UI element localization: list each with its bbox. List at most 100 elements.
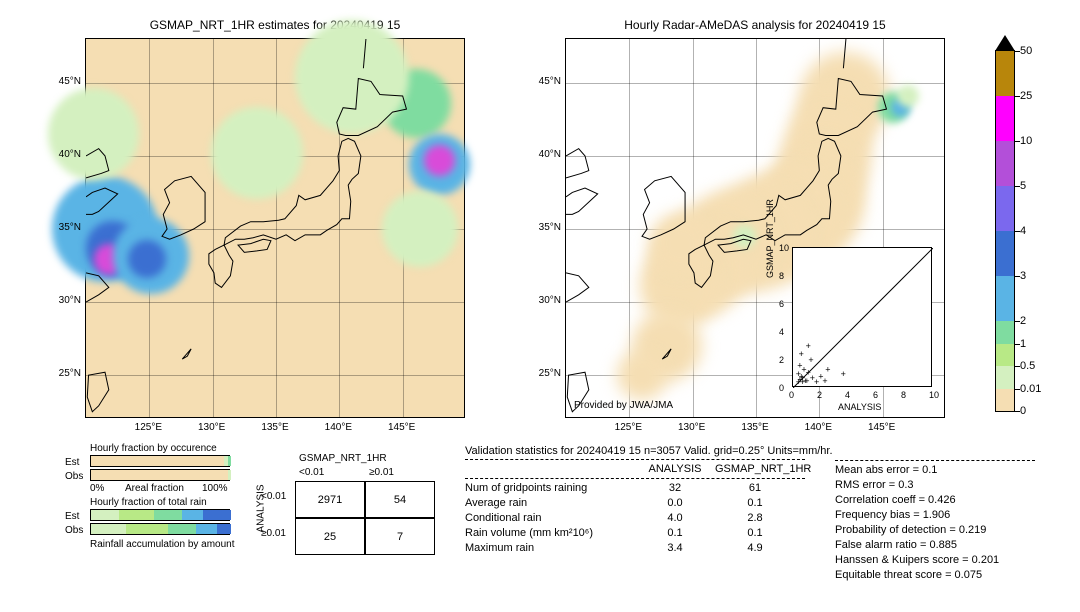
metrics-row: Hanssen & Kuipers score = 0.201 [835,554,1035,566]
ct-row-ge: ≥0.01 [261,528,286,539]
y-tick-label: 40°N [531,149,561,160]
y-tick-label: 30°N [51,295,81,306]
stats-col1-header: ANALYSIS [635,463,715,475]
svg-text:+: + [841,369,846,379]
stats-row-label: Maximum rain [465,542,635,554]
ct-cell: 2971 [295,481,365,518]
ct-col-ge: ≥0.01 [369,467,394,478]
colorbar-segment [996,389,1014,412]
obs-label: Obs [65,471,83,482]
stats-row: Rain volume (mm km²10⁶)0.10.1 [465,527,833,539]
x-tick-label: 135°E [735,422,775,433]
colorbar-label: 5 [1020,180,1026,192]
bar-mid-label: Areal fraction [125,483,184,494]
inset-y-tick: 2 [779,355,784,365]
fraction-bar-seg [154,510,182,520]
bar-right-tick: 100% [202,483,228,494]
x-tick-label: 125°E [128,422,168,433]
stats-row: Maximum rain3.44.9 [465,542,833,554]
stats-row-v1: 3.4 [635,542,715,554]
metrics-row: RMS error = 0.3 [835,479,1035,491]
colorbar-segment [996,231,1014,276]
inset-x-tick: 2 [817,390,822,400]
colorbar-label: 2 [1020,315,1026,327]
y-tick-label: 25°N [531,368,561,379]
ct-cell: 54 [365,481,435,518]
fraction-bar-seg [203,510,231,520]
est-label2: Est [65,511,79,522]
stats-row-v2: 0.1 [715,497,795,509]
colorbar-label: 0.01 [1020,383,1041,395]
inset-ylabel: GSMAP_NRT_1HR [765,178,775,278]
right-map-title: Hourly Radar-AMeDAS analysis for 2024041… [565,18,945,32]
stats-row-v1: 32 [635,482,715,494]
stats-panel: Validation statistics for 20240419 15 n=… [465,445,833,557]
fraction-bar [90,509,230,521]
fraction-bar [90,523,230,535]
stats-row-v2: 4.9 [715,542,795,554]
fraction-bar [90,469,230,481]
stats-title: Validation statistics for 20240419 15 n=… [465,445,833,457]
colorbar-label: 0 [1020,405,1026,417]
inset-x-tick: 6 [873,390,878,400]
occ-title: Hourly fraction by occurence [90,443,217,454]
x-tick-label: 140°E [798,422,838,433]
acc-title: Rainfall accumulation by amount [90,539,235,550]
stats-row-label: Conditional rain [465,512,635,524]
inset-y-tick: 0 [779,383,784,393]
fraction-bar [90,455,230,467]
metrics-row: Equitable threat score = 0.075 [835,569,1035,581]
metrics-row: Frequency bias = 1.906 [835,509,1035,521]
left-map-title: GSMAP_NRT_1HR estimates for 20240419 15 [85,18,465,32]
svg-text:+: + [818,372,823,382]
y-tick-label: 30°N [531,295,561,306]
colorbar-segment [996,186,1014,231]
colorbar-label: 10 [1020,135,1032,147]
colorbar-segment [996,276,1014,321]
svg-text:+: + [825,365,830,375]
fraction-bar-seg [217,524,231,534]
y-tick-label: 35°N [531,222,561,233]
y-tick-label: 40°N [51,149,81,160]
bar-left-tick: 0% [90,483,104,494]
inset-y-tick: 4 [779,327,784,337]
colorbar-label: 0.5 [1020,360,1035,372]
x-tick-label: 145°E [382,422,422,433]
y-tick-label: 45°N [531,76,561,87]
fraction-bar-seg [228,456,231,466]
fraction-bar-seg [196,524,217,534]
metrics-row: Correlation coeff = 0.426 [835,494,1035,506]
right-map-panel: Provided by JWA/JMA++++++++++++++++++++0… [565,38,945,418]
ct-row-lt: <0.01 [261,491,286,502]
stats-row: Average rain0.00.1 [465,497,833,509]
obs-label2: Obs [65,525,83,536]
left-map-panel [85,38,465,418]
metrics-divider [835,460,1035,461]
colorbar-label: 25 [1020,90,1032,102]
fraction-bar-seg [126,524,168,534]
colorbar-segment [996,321,1014,344]
x-tick-label: 145°E [862,422,902,433]
inset-x-tick: 4 [845,390,850,400]
stats-row-v2: 2.8 [715,512,795,524]
metrics-row: Probability of detection = 0.219 [835,524,1035,536]
stats-row-label: Average rain [465,497,635,509]
x-tick-label: 135°E [255,422,295,433]
stats-divider [465,478,805,479]
stats-row-v1: 0.1 [635,527,715,539]
svg-text:+: + [806,341,811,351]
fraction-bar-seg [91,524,126,534]
coastline-svg [86,39,466,419]
ct-cell: 7 [365,518,435,555]
stats-row: Conditional rain4.02.8 [465,512,833,524]
attribution-text: Provided by JWA/JMA [574,400,673,411]
y-tick-label: 25°N [51,368,81,379]
colorbar-overflow-icon [995,35,1015,51]
x-tick-label: 130°E [672,422,712,433]
fraction-bar-seg [91,470,228,480]
inset-y-tick: 8 [779,271,784,281]
est-label: Est [65,457,79,468]
fraction-bar-seg [168,524,196,534]
y-tick-label: 45°N [51,76,81,87]
stats-row-label: Num of gridpoints raining [465,482,635,494]
